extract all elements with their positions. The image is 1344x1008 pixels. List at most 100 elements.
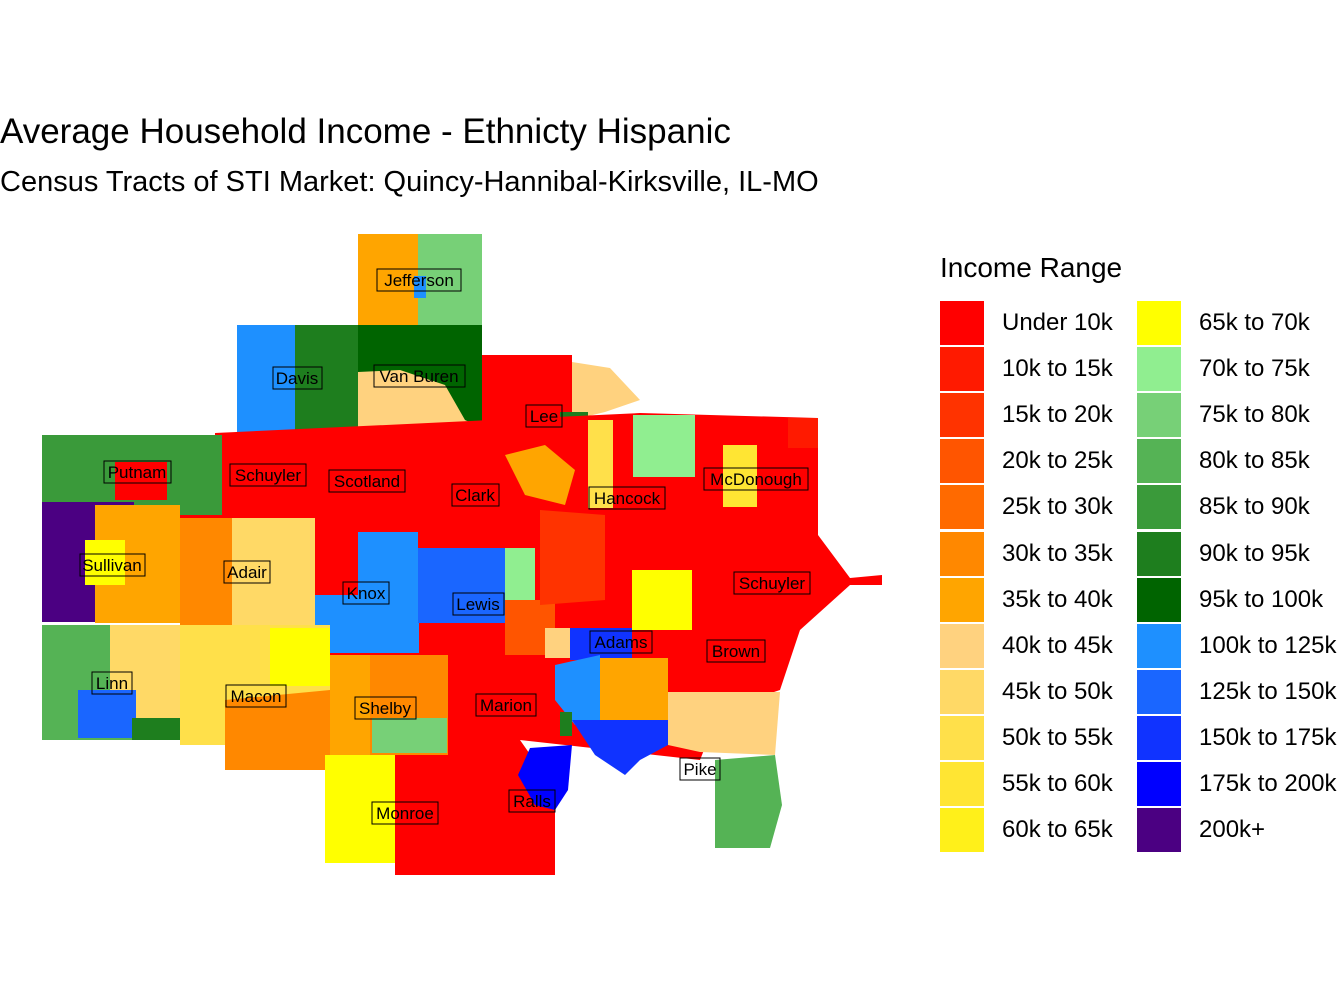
legend-swatch	[940, 301, 984, 345]
svg-text:Hancock: Hancock	[594, 489, 661, 508]
legend-label: 65k to 70k	[1199, 309, 1310, 336]
tract-sullivan-center	[85, 540, 125, 585]
tract-adams-blue	[570, 628, 632, 660]
svg-text:Clark: Clark	[455, 486, 495, 505]
legend-label: 60k to 65k	[1002, 816, 1113, 844]
legend-swatch	[940, 762, 984, 806]
tract-jefferson-center	[414, 276, 426, 298]
legend-swatch	[1137, 669, 1181, 714]
legend-item: 55k to 60k	[940, 762, 1113, 806]
legend-item: 70k to 75k	[1137, 347, 1310, 392]
svg-text:Monroe: Monroe	[376, 804, 434, 823]
legend-swatch	[940, 347, 984, 392]
svg-text:Shelby: Shelby	[359, 699, 411, 718]
svg-text:Schuyler: Schuyler	[235, 466, 301, 485]
legend-label: 95k to 100k	[1199, 585, 1324, 613]
county-label-putnam: Putnam	[103, 460, 172, 484]
svg-text:Davis: Davis	[276, 369, 319, 388]
county-label-adams: Adams	[589, 630, 653, 654]
svg-text:McDonough: McDonough	[710, 470, 802, 489]
legend-item: 50k to 55k	[940, 715, 1113, 760]
tract-lewis-green	[505, 548, 535, 603]
svg-text:Adair: Adair	[227, 563, 267, 582]
legend-swatch	[940, 669, 984, 714]
legend-swatch	[1137, 623, 1181, 668]
legend-item: 25k to 30k	[940, 485, 1113, 530]
county-label-pike: Pike	[679, 757, 721, 781]
svg-text:Putnam: Putnam	[108, 463, 167, 482]
svg-text:Van Buren: Van Buren	[379, 367, 458, 386]
legend-item: 75k to 80k	[1137, 393, 1310, 438]
legend-label: 80k to 85k	[1199, 447, 1310, 475]
legend-label: 100k to 125k	[1199, 631, 1337, 659]
legend-item: 150k to 175k	[1137, 715, 1336, 760]
svg-text:Schuyler: Schuyler	[739, 574, 805, 593]
legend-item: 100k to 125k	[1137, 623, 1337, 668]
svg-text:Brown: Brown	[712, 642, 760, 661]
legend-label: 10k to 15k	[1002, 355, 1113, 383]
svg-text:Adams: Adams	[595, 633, 648, 652]
legend-item: 200k+	[1137, 808, 1265, 853]
legend-item: 175k to 200k	[1137, 762, 1336, 806]
legend-label: 90k to 95k	[1199, 539, 1310, 567]
legend-swatch	[940, 531, 984, 576]
legend-swatch	[1137, 762, 1181, 806]
legend-swatch	[940, 439, 984, 484]
legend-swatch	[940, 623, 984, 668]
svg-text:Pike: Pike	[683, 760, 716, 779]
svg-text:Sullivan: Sullivan	[82, 556, 142, 575]
legend-label: 15k to 20k	[1002, 401, 1113, 429]
tract-pike-tan	[668, 692, 780, 755]
legend-item: 15k to 20k	[940, 393, 1113, 438]
tract-adair-east	[232, 518, 315, 626]
legend-swatch	[940, 485, 984, 530]
legend-item: 65k to 70k	[1137, 301, 1310, 345]
tract-jefferson-west	[358, 234, 418, 326]
county-label-lewis: Lewis	[452, 592, 505, 616]
tract-davis-west	[237, 325, 295, 433]
legend-label: 85k to 90k	[1199, 493, 1310, 521]
tract-macon-yellow	[270, 628, 330, 686]
county-label-marion: Marion	[475, 693, 537, 717]
legend-item: 85k to 90k	[1137, 485, 1310, 530]
tract-mcdonough-red	[788, 418, 818, 448]
svg-text:Lee: Lee	[530, 407, 558, 426]
county-labels: Jefferson Davis Van Buren Lee Putnam Sch…	[79, 268, 811, 825]
legend-swatch	[940, 715, 984, 760]
svg-text:Ralls: Ralls	[513, 792, 551, 811]
tract-monroe-yellow	[325, 755, 395, 863]
tract-lee-east	[572, 362, 640, 420]
legend-label: 45k to 50k	[1002, 677, 1113, 705]
legend-item: 30k to 35k	[940, 531, 1113, 576]
tract-macon-south	[225, 690, 330, 770]
county-label-schuyler-il: Schuyler	[733, 571, 811, 595]
legend-label: 70k to 75k	[1199, 355, 1310, 383]
legend-item: 90k to 95k	[1137, 531, 1310, 576]
legend-label: 20k to 25k	[1002, 447, 1113, 475]
tract-vanburen-north	[358, 325, 482, 428]
county-label-shelby: Shelby	[354, 696, 417, 720]
county-label-sullivan: Sullivan	[79, 553, 146, 577]
county-label-brown: Brown	[706, 639, 766, 663]
svg-text:Knox: Knox	[347, 584, 386, 603]
svg-text:Marion: Marion	[480, 696, 532, 715]
legend-swatch	[1137, 393, 1181, 438]
choropleth-map: Jefferson Davis Van Buren Lee Putnam Sch…	[42, 234, 882, 875]
county-label-lee: Lee	[525, 404, 563, 428]
tract-lee	[482, 355, 572, 433]
tract-davis-east	[295, 325, 358, 433]
tract-mcdonough-yellow	[723, 445, 757, 507]
legend-item: 60k to 65k	[940, 808, 1113, 853]
legend-swatch	[1137, 301, 1181, 345]
tract-adams-orange	[600, 658, 668, 720]
county-label-mcdonough: McDonough	[703, 467, 809, 491]
county-label-adair: Adair	[223, 560, 271, 584]
tract-shelby-green	[372, 718, 447, 753]
county-label-clark: Clark	[451, 483, 500, 507]
tract-linn-darkgreen	[132, 718, 180, 740]
legend-swatch	[1137, 485, 1181, 530]
svg-text:Scotland: Scotland	[334, 472, 400, 491]
svg-text:Lewis: Lewis	[456, 595, 499, 614]
legend-item: Under 10k	[940, 301, 1113, 345]
legend-label: 25k to 30k	[1002, 493, 1113, 521]
